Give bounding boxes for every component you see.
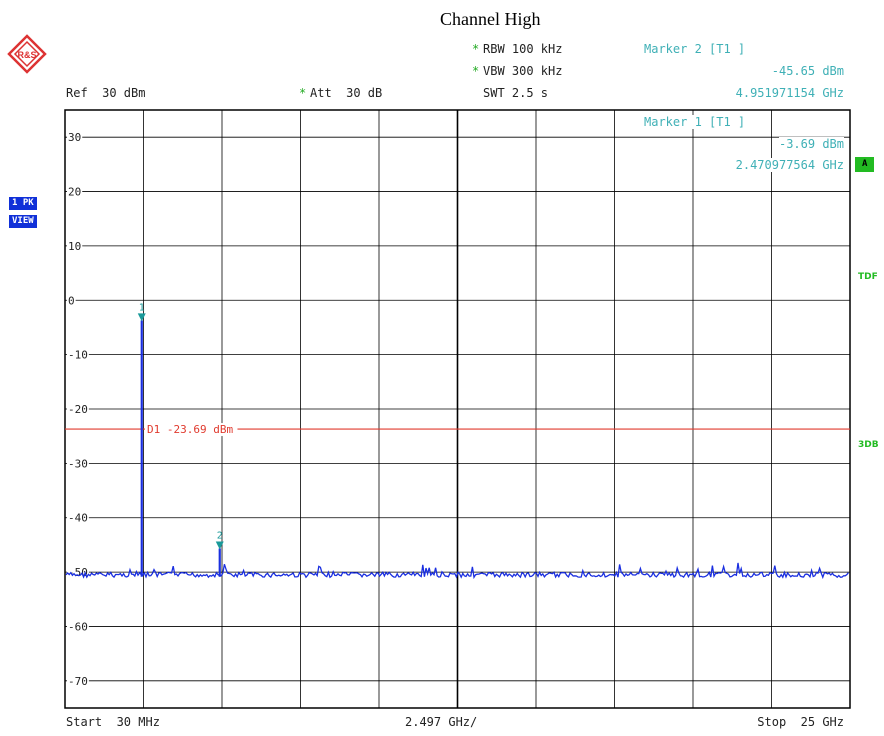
marker2-level: -45.65 dBm [771,64,844,78]
y-tick-label: -60 [68,620,88,633]
y-tick-label: 10 [68,240,81,253]
y-tick-label: 30 [68,131,81,144]
threedb-flag: 3DB [858,440,879,450]
display-line-label: D1 -23.69 dBm [147,423,233,436]
y-tick-label: -20 [68,403,88,416]
marker-1-label: 1 [139,302,145,313]
marker-2-label: 2 [217,530,223,541]
span-per-div: 2.497 GHz/ [405,715,478,729]
vbw-star: * [472,64,480,78]
y-tick-label: -40 [68,512,88,525]
rs-logo: R&S [7,34,47,74]
ref-level: Ref 30 dBm [66,86,146,100]
att-label: Att 30 dB [310,86,383,100]
trace-badge: 1 PK [9,197,37,210]
rbw-star: * [472,42,480,56]
tdf-flag: TDF [858,272,878,282]
y-tick-label: -70 [68,675,88,688]
y-tick-label: 0 [68,294,75,307]
y-tick-label: -30 [68,457,88,470]
logo-text: R&S [17,50,36,60]
view-badge: VIEW [9,215,37,228]
stop-freq: Stop 25 GHz [757,715,844,729]
vbw-label: VBW 300 kHz [483,64,563,78]
marker2-freq: 4.951971154 GHz [735,86,844,100]
marker-1-symbol [137,313,146,322]
y-tick-label: 20 [68,186,81,199]
chart-title: Channel High [440,9,541,29]
marker-group: 12 [137,302,224,550]
a-badge: A [855,157,875,172]
marker1-level: -3.69 dBm [778,137,844,151]
att-star: * [299,86,307,100]
marker-2-symbol [215,541,224,550]
swt-label: SWT 2.5 s [483,86,549,100]
display-line-group: D1 -23.69 dBm [65,423,850,437]
marker1-freq: 2.470977564 GHz [735,158,844,172]
marker1-title: Marker 1 [T1 ] [644,115,746,129]
trace-group [65,320,849,580]
rbw-label: RBW 100 kHz [483,42,563,56]
marker2-title: Marker 2 [T1 ] [644,42,746,56]
grid [64,109,851,709]
trace-line [65,562,849,580]
start-freq: Start 30 MHz [66,715,160,729]
y-tick-label: -10 [68,349,88,362]
